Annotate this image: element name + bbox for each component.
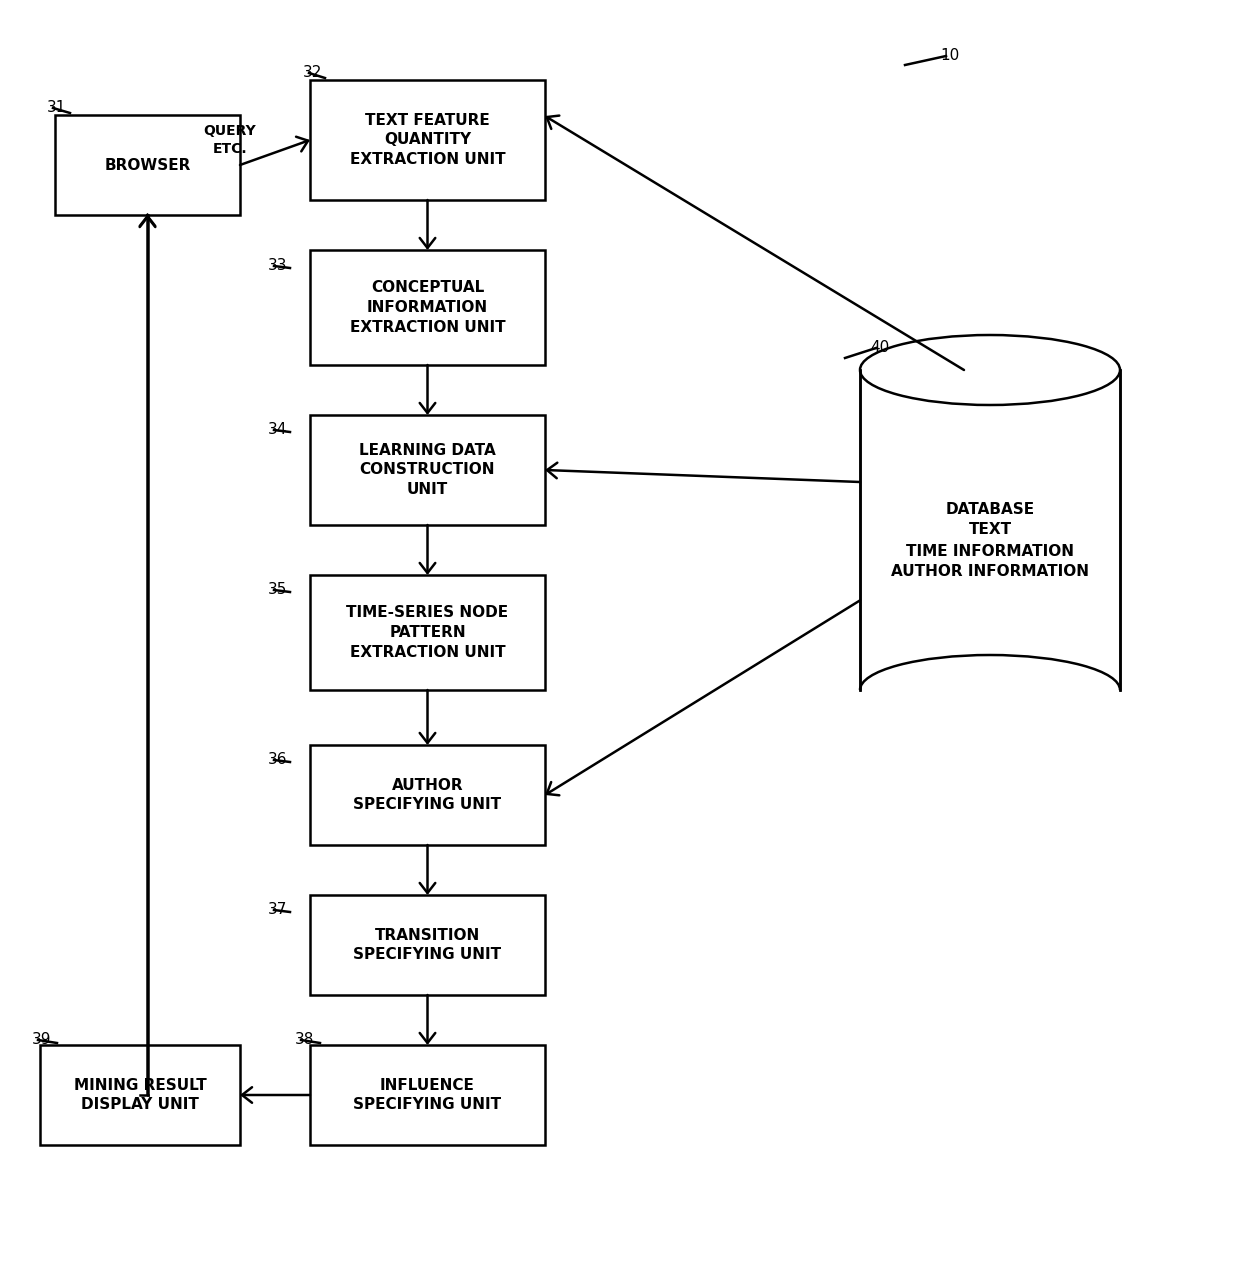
Bar [310,250,546,364]
Ellipse shape [861,335,1120,405]
Text: INFLUENCE
SPECIFYING UNIT: INFLUENCE SPECIFYING UNIT [353,1078,501,1112]
Text: TEXT FEATURE
QUANTITY
EXTRACTION UNIT: TEXT FEATURE QUANTITY EXTRACTION UNIT [350,112,506,168]
Text: 34: 34 [268,422,288,438]
Text: DATABASE
TEXT
TIME INFORMATION
AUTHOR INFORMATION: DATABASE TEXT TIME INFORMATION AUTHOR IN… [892,502,1089,580]
Text: QUERY
ETC.: QUERY ETC. [203,125,257,155]
Text: 36: 36 [268,752,288,767]
Bar [310,745,546,845]
Text: 38: 38 [295,1031,315,1047]
Bar [861,369,1120,690]
Text: CONCEPTUAL
INFORMATION
EXTRACTION UNIT: CONCEPTUAL INFORMATION EXTRACTION UNIT [350,280,506,335]
Text: TIME-SERIES NODE
PATTERN
EXTRACTION UNIT: TIME-SERIES NODE PATTERN EXTRACTION UNIT [346,605,508,660]
Bar [310,415,546,525]
Text: 40: 40 [870,340,889,356]
Text: 35: 35 [268,583,288,596]
Text: MINING RESULT
DISPLAY UNIT: MINING RESULT DISPLAY UNIT [73,1078,206,1112]
Bar [310,575,546,690]
Text: 10: 10 [940,48,960,63]
Bar [40,1045,241,1145]
Text: 32: 32 [303,66,322,79]
Text: 39: 39 [32,1031,52,1047]
Text: 37: 37 [268,902,288,917]
Bar [55,115,241,214]
Text: LEARNING DATA
CONSTRUCTION
UNIT: LEARNING DATA CONSTRUCTION UNIT [360,443,496,497]
Text: 33: 33 [268,259,288,272]
Bar [310,79,546,200]
Bar [310,1045,546,1145]
Text: TRANSITION
SPECIFYING UNIT: TRANSITION SPECIFYING UNIT [353,928,501,962]
Text: BROWSER: BROWSER [104,158,191,173]
Text: 31: 31 [47,100,67,115]
Bar [310,895,546,995]
Text: AUTHOR
SPECIFYING UNIT: AUTHOR SPECIFYING UNIT [353,778,501,812]
